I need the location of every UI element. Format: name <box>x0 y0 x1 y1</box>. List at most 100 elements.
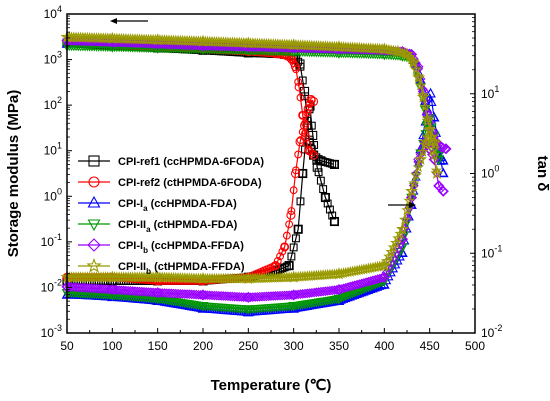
data-point <box>314 168 323 177</box>
data-point <box>302 120 312 131</box>
left-arrow-head <box>110 18 117 24</box>
data-point <box>197 289 209 301</box>
data-point <box>421 112 434 124</box>
data-point <box>423 123 437 136</box>
legend-label-main: CPI-ref1 (ccHPMDA-6FODA) <box>118 156 264 168</box>
data-point <box>196 34 210 47</box>
legend-label: CPI-Ia (ccHPMDA-FDA) <box>118 198 237 213</box>
tick-exponent: 0 <box>57 186 62 196</box>
data-point <box>106 284 118 296</box>
data-point <box>288 301 299 312</box>
data-point <box>325 205 334 214</box>
plot-area <box>60 30 452 317</box>
data-point <box>241 36 255 49</box>
x-tick-label: 150 <box>148 339 168 353</box>
data-point <box>257 291 267 302</box>
data-point <box>293 224 303 234</box>
data-point <box>288 42 300 54</box>
data-point <box>377 258 391 272</box>
data-point <box>245 292 256 303</box>
data-point <box>323 199 332 208</box>
data-point <box>291 234 300 243</box>
tick-base: 10 <box>41 326 55 340</box>
data-point <box>379 279 390 289</box>
tick-exponent: 2 <box>57 95 62 105</box>
data-point <box>298 128 307 136</box>
legend-entry: CPI-Ib (ccHPMDA-FFDA) <box>78 238 244 255</box>
data-point <box>329 216 340 227</box>
data-point <box>417 146 429 157</box>
tick-base: 10 <box>44 53 58 67</box>
data-point <box>88 176 100 188</box>
tick-base: 10 <box>481 87 495 101</box>
data-point <box>250 292 260 302</box>
data-point <box>312 156 321 165</box>
data-point <box>259 291 270 302</box>
data-point <box>433 155 445 166</box>
data-point <box>290 168 301 179</box>
y-right-tick-label: 10-1 <box>481 243 502 260</box>
legend-label-after: (ctHPMDA-FFDA) <box>151 261 245 273</box>
tick-base: 10 <box>44 7 58 21</box>
y-left-tick-label: 101 <box>44 141 62 158</box>
legend-label-sub: a <box>146 225 151 234</box>
legend-label: CPI-IIa (ctHPMDA-FDA) <box>118 219 238 234</box>
x-tick-label: 350 <box>329 339 349 353</box>
tick-base: 10 <box>44 189 58 203</box>
axes: 50 100 150 200 250 300 350 400 450 50010-310-210-… <box>41 4 503 353</box>
y-left-tick-label: 103 <box>44 50 62 67</box>
storage-modulus-line <box>67 45 439 155</box>
data-point <box>385 245 397 257</box>
data-point <box>400 47 414 60</box>
data-point <box>410 169 422 181</box>
y-right-tick-label: 100 <box>481 164 499 181</box>
legend-entry: CPI-IIa (ctHPMDA-FDA) <box>78 219 238 234</box>
data-point <box>241 271 255 285</box>
data-point <box>387 241 400 253</box>
data-point <box>399 213 411 225</box>
data-point <box>270 261 281 271</box>
data-point <box>287 270 301 283</box>
data-point <box>419 100 431 112</box>
storage-modulus-line <box>67 43 443 161</box>
data-point <box>272 290 283 301</box>
data-point <box>268 291 279 301</box>
legend-label-main: CPI-I <box>118 240 143 252</box>
data-point <box>332 267 346 280</box>
data-point <box>254 291 265 302</box>
data-point <box>88 155 100 167</box>
data-point <box>377 273 387 283</box>
data-point <box>285 261 294 270</box>
legend-label-sub: b <box>146 267 151 276</box>
data-point <box>299 86 310 96</box>
data-point <box>333 294 345 305</box>
x-tick-label: 500 <box>465 339 485 353</box>
data-point <box>410 63 422 75</box>
y-left-tick-label: 10-3 <box>41 323 62 340</box>
data-point <box>296 197 305 206</box>
tick-base: 10 <box>481 167 495 181</box>
data-point <box>294 150 303 159</box>
data-point <box>343 291 353 301</box>
legend-label-main: CPI-ref2 (ctHPMDA-6FODA) <box>118 177 262 189</box>
data-point <box>320 192 330 203</box>
data-point <box>333 284 345 296</box>
data-point <box>290 62 301 72</box>
data-point <box>242 291 254 303</box>
legend-label-main: CPI-I <box>118 198 143 210</box>
tick-exponent: -1 <box>494 243 502 253</box>
data-point <box>416 90 430 103</box>
tick-base: 10 <box>481 326 495 340</box>
data-point <box>396 233 409 245</box>
data-point <box>345 290 356 300</box>
data-point <box>87 238 101 252</box>
axis-arrows <box>110 18 416 208</box>
data-point <box>391 44 405 58</box>
data-point <box>261 291 272 302</box>
data-point <box>298 111 307 120</box>
data-point <box>271 261 280 270</box>
data-point <box>328 211 337 220</box>
data-point <box>392 232 404 244</box>
data-point <box>377 42 391 55</box>
